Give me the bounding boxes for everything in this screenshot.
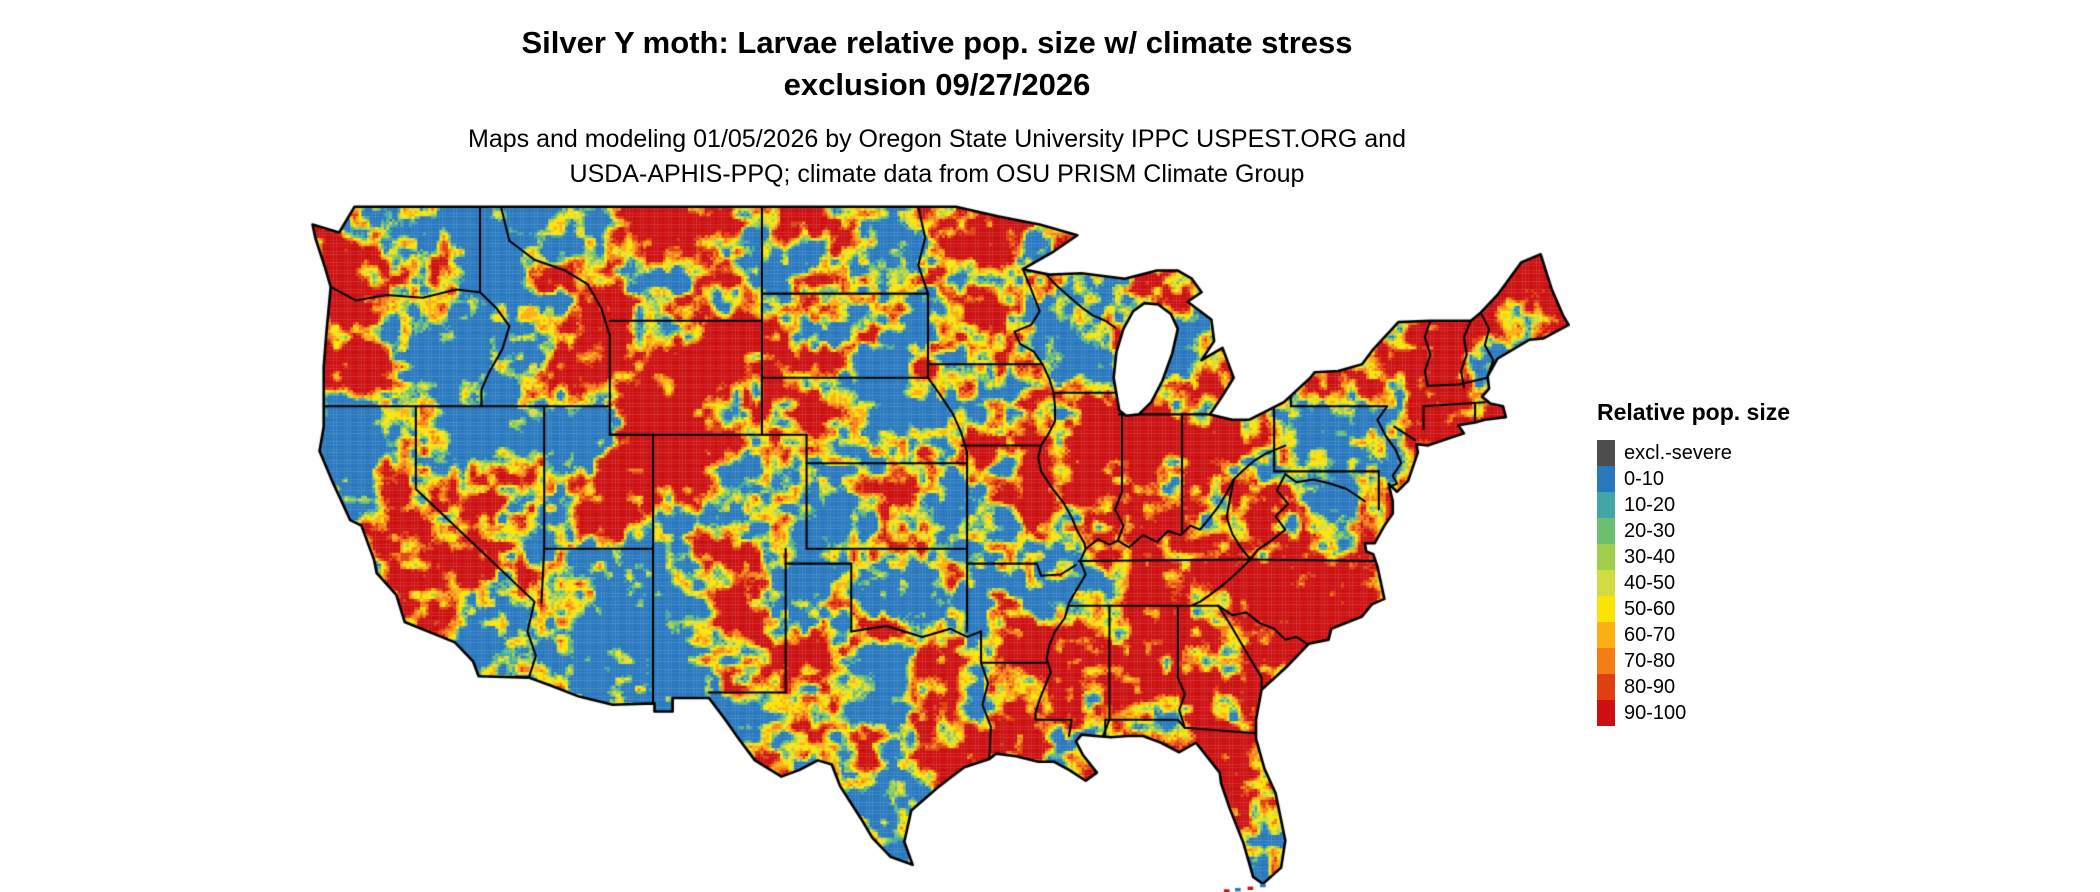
legend-label: 30-40 [1624, 545, 1676, 568]
legend-swatch-0-10 [1597, 466, 1615, 492]
legend-label: 10-20 [1624, 493, 1676, 516]
legend-label: 20-30 [1624, 519, 1676, 542]
subtitle-line-1: Maps and modeling 01/05/2026 by Oregon S… [468, 125, 1406, 153]
legend-swatch-40-50 [1597, 570, 1615, 596]
legend-row: 10-20 [1597, 492, 1790, 518]
legend-swatch-30-40 [1597, 544, 1615, 570]
legend-swatch-excl-severe [1597, 440, 1615, 466]
legend-label: 40-50 [1624, 571, 1676, 594]
legend-label: 70-80 [1624, 649, 1676, 672]
legend-swatch-80-90 [1597, 674, 1615, 700]
us-population-raster-map [300, 200, 1570, 892]
figure-title: Silver Y moth: Larvae relative pop. size… [187, 22, 1687, 106]
legend-swatch-60-70 [1597, 622, 1615, 648]
legend-row: 20-30 [1597, 518, 1790, 544]
legend-swatch-20-30 [1597, 518, 1615, 544]
legend-row: 90-100 [1597, 700, 1790, 726]
legend: Relative pop. size excl.-severe 0-10 10-… [1597, 399, 1790, 726]
legend-title: Relative pop. size [1597, 399, 1791, 425]
legend-swatch-50-60 [1597, 596, 1615, 622]
title-line-2: exclusion 09/27/2026 [783, 67, 1091, 102]
legend-row: 60-70 [1597, 622, 1790, 648]
legend-label: excl.-severe [1624, 441, 1732, 464]
legend-row: 0-10 [1597, 466, 1790, 492]
legend-row: 70-80 [1597, 648, 1790, 674]
legend-row: 80-90 [1597, 674, 1790, 700]
figure-subtitle: Maps and modeling 01/05/2026 by Oregon S… [187, 122, 1687, 192]
legend-row: excl.-severe [1597, 440, 1790, 466]
legend-swatch-90-100 [1597, 700, 1615, 726]
legend-row: 30-40 [1597, 544, 1790, 570]
legend-label: 90-100 [1624, 701, 1687, 724]
title-line-1: Silver Y moth: Larvae relative pop. size… [521, 25, 1353, 60]
legend-swatch-70-80 [1597, 648, 1615, 674]
legend-label: 0-10 [1624, 467, 1665, 490]
legend-label: 80-90 [1624, 675, 1676, 698]
legend-swatch-10-20 [1597, 492, 1615, 518]
legend-label: 60-70 [1624, 623, 1676, 646]
legend-label: 50-60 [1624, 597, 1676, 620]
subtitle-line-2: USDA-APHIS-PPQ; climate data from OSU PR… [569, 160, 1305, 188]
legend-row: 50-60 [1597, 596, 1790, 622]
legend-row: 40-50 [1597, 570, 1790, 596]
